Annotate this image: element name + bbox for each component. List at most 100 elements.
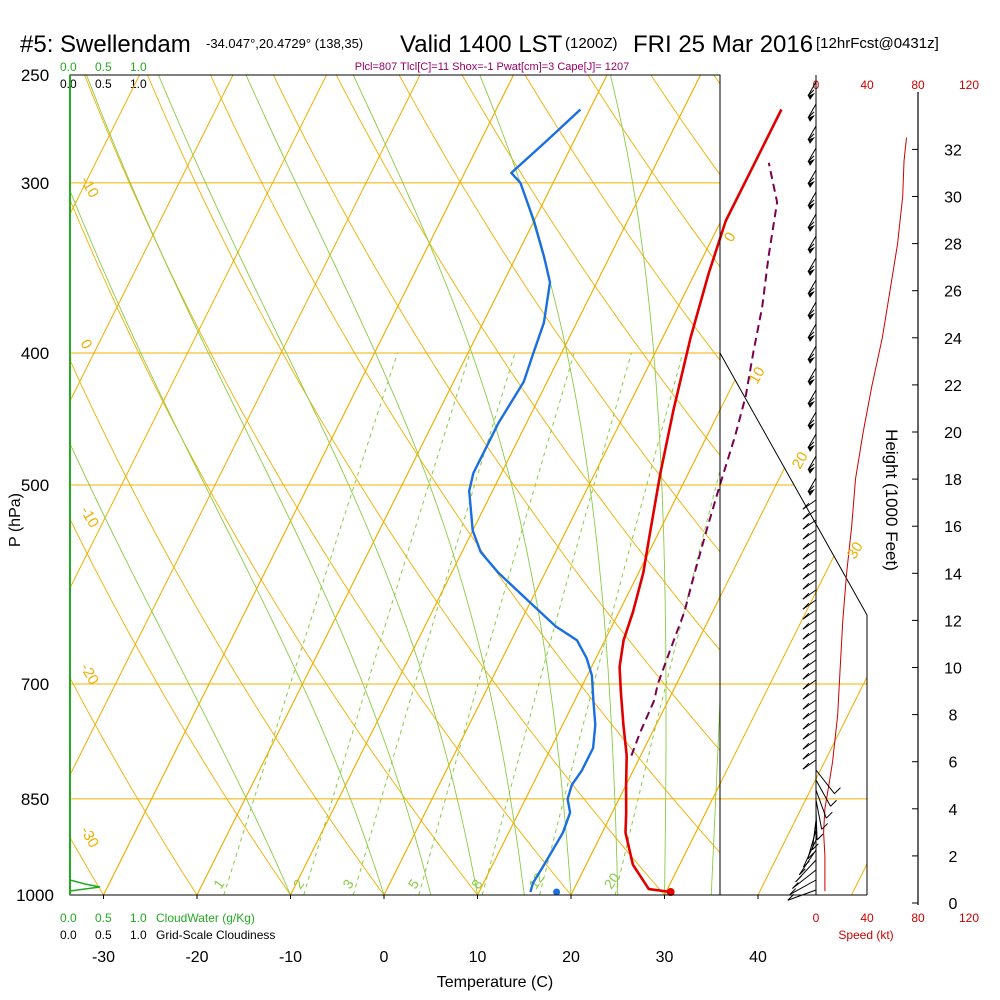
dry-adiabat-line [272,75,720,752]
wind-barb [811,819,819,851]
speed-tick-top-80: 80 [911,78,925,92]
moist-adiabat-line [158,75,478,895]
moist-adiabat-line [245,75,525,895]
mixing-ratio-label: 5 [405,876,423,892]
wind-barb [807,301,817,320]
isotherm-label: -10 [77,174,103,201]
moist-adiabat-line [70,442,291,895]
wind-barb [802,609,817,620]
dry-adiabat-line [587,75,720,268]
x-axis-label: Temperature (C) [437,974,553,991]
forecast-info: [12hrFcst@0431z] [816,35,939,52]
isotherm-line [664,75,867,895]
wind-barb [815,779,837,807]
dry-adiabat-line [461,75,720,457]
dry-adiabat-line [70,518,292,895]
moist-adiabat-line [70,189,385,895]
zulu-time: (1200Z) [565,35,618,52]
wind-barb [807,125,817,144]
isotherm-line [103,75,514,895]
dry-adiabat-line [210,75,720,854]
speed-tick-top-40: 40 [860,78,874,92]
wind-barb [802,759,817,770]
temperature-tick-label: 10 [469,949,487,966]
moist-adiabat-line [86,75,432,895]
dewpoint-trace [468,108,597,893]
wind-barb [815,769,841,794]
temperature-trace [618,108,783,894]
pressure-tick-label: 1000 [16,886,54,905]
station-coords: -34.047°,20.4729° (138,35) [206,36,363,51]
height-tick-label: 32 [944,142,962,159]
dry-adiabat-line [70,836,105,895]
speed-tick-bottom-0: 0 [813,911,820,925]
dry-adiabat-line [70,198,479,895]
wind-barb [792,869,817,889]
wind-barb [802,659,817,670]
height-tick-label: 18 [944,472,962,489]
wind-barb [802,549,817,560]
wind-barb [789,879,817,895]
wind-barb [815,789,833,819]
dry-adiabat-line [822,51,1000,924]
isotherm-line [70,75,234,403]
height-tick-label: 0 [949,896,958,913]
wind-barb [807,279,817,298]
cloud-scale-bottom-black-0: 0.0 [60,928,77,942]
wind-barb [807,829,817,860]
height-tick-label: 4 [949,802,958,819]
isotherm-line [757,75,867,895]
thermo-grid: 1 2 3 5 8 12 20 [70,51,1000,924]
wind-barb [807,323,817,342]
wind-barb [807,411,817,430]
wind-barb [802,599,817,610]
isotherm-label: 0 [77,337,96,353]
cloudwater-label: CloudWater (g/Kg) [156,911,255,925]
dry-adiabat-line [70,676,198,895]
height-tick-label: 26 [944,284,962,301]
wind-barb [802,529,817,540]
moist-adiabat-line [352,75,572,895]
wind-speed-line [823,137,907,892]
wind-barb [802,699,817,710]
mixing-ratio-label: 3 [339,876,357,892]
isotherm-line [70,75,140,216]
height-tick-label: 6 [949,755,958,772]
isotherm-label: -10 [77,504,103,531]
height-tick-label: 20 [944,425,962,442]
wind-barb [802,509,817,520]
height-tick-label: 22 [944,378,962,395]
mixing-ratio-label: 1 [210,876,228,892]
cloud-scale-top-green-2: 1.0 [130,60,147,74]
isotherm-label: -30 [77,824,103,851]
cloudwater-trace [69,879,101,892]
speed-tick-top-120: 120 [959,78,979,92]
wind-barb [815,799,829,830]
mixing-ratio-line [352,352,516,895]
wind-barb [807,147,817,166]
wind-barb [802,639,817,650]
pressure-tick-label: 250 [21,66,49,85]
wind-barb [807,345,817,364]
wind-barb [807,213,817,232]
pressure-tick-label: 850 [21,790,49,809]
wind-barb [807,477,817,496]
mixing-ratio-label: 12 [525,870,547,892]
height-tick-label: 28 [944,237,962,254]
wind-barb [802,689,817,700]
temperature-tick-label: 30 [656,949,674,966]
wind-area [103,75,907,901]
speed-tick-bottom-40: 40 [860,911,874,925]
wind-barb [802,539,817,550]
cloud-scale-bottom-black-2: 1.0 [130,928,147,942]
height-tick-label: 12 [944,613,962,630]
isotherm-label: 0 [721,229,740,245]
speed-tick-bottom-80: 80 [911,911,925,925]
mixing-ratio-line [614,468,720,895]
isotherm-line [852,75,1000,895]
mixing-ratio-label: 20 [601,870,623,892]
surface-temperature-dot [666,888,675,897]
mixing-ratio-line [223,352,398,895]
wind-barb [807,257,817,276]
